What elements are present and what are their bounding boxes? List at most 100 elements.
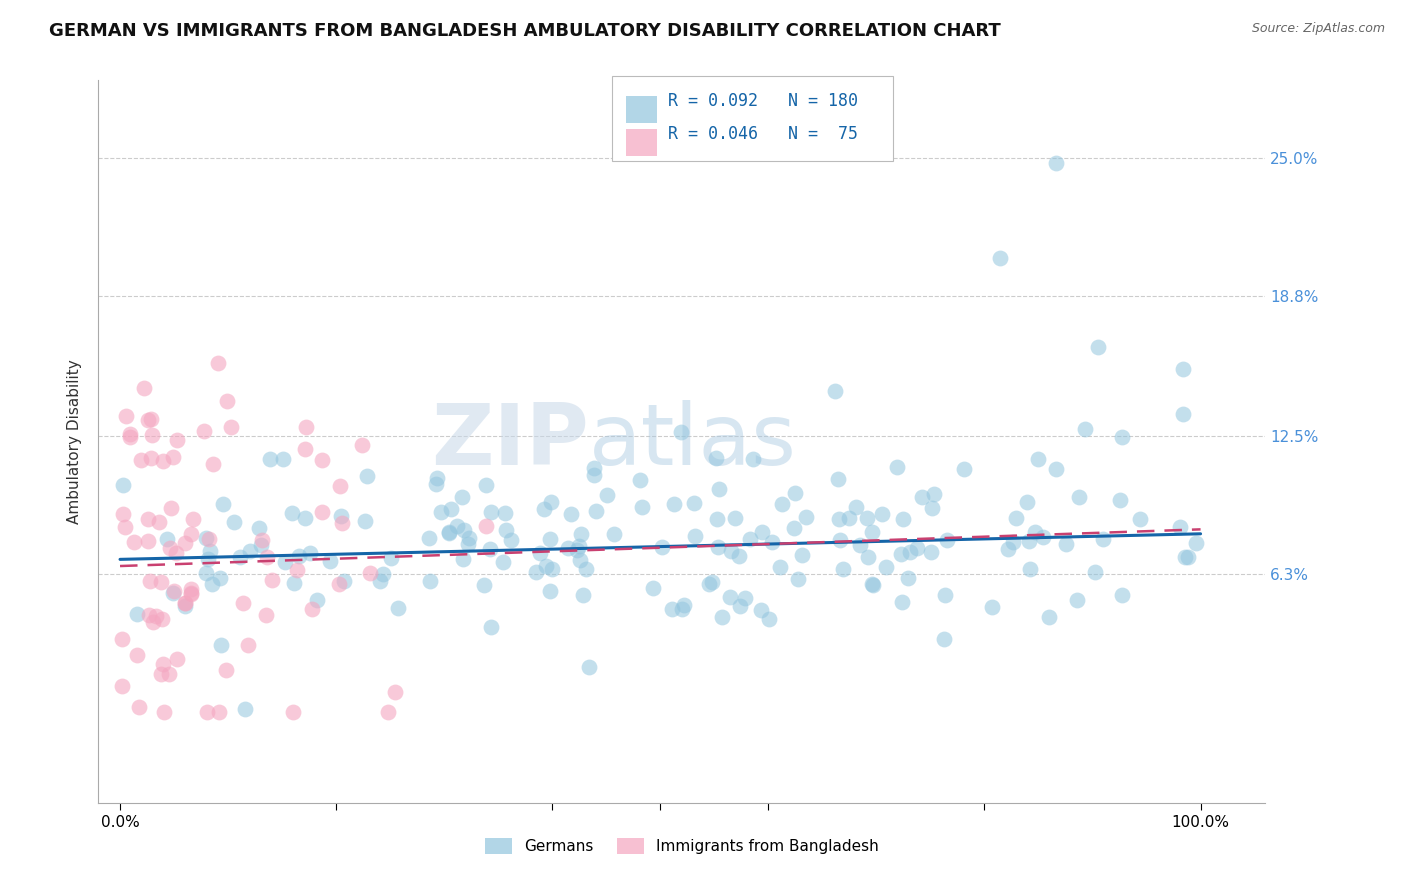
Immigrants from Bangladesh <box>139 574 162 589</box>
Germans <box>704 451 727 466</box>
Germans <box>418 531 440 545</box>
Germans <box>1108 493 1130 508</box>
Germans <box>567 542 589 557</box>
Germans <box>572 588 595 602</box>
Germans <box>437 524 460 539</box>
Germans <box>259 451 281 466</box>
Immigrants from Bangladesh <box>295 420 318 434</box>
Germans <box>860 524 883 539</box>
Germans <box>479 505 502 519</box>
Germans <box>495 523 517 537</box>
Germans <box>783 520 806 534</box>
Immigrants from Bangladesh <box>149 667 172 681</box>
Germans <box>990 251 1012 265</box>
Germans <box>643 582 665 596</box>
Immigrants from Bangladesh <box>127 648 149 663</box>
Germans <box>354 514 377 528</box>
Immigrants from Bangladesh <box>129 453 152 467</box>
Germans <box>1129 512 1152 526</box>
Germans <box>706 511 728 525</box>
Germans <box>201 577 224 591</box>
Germans <box>209 639 232 653</box>
Germans <box>997 541 1019 556</box>
Immigrants from Bangladesh <box>138 607 160 622</box>
Germans <box>1019 561 1042 575</box>
Immigrants from Bangladesh <box>114 409 136 423</box>
Germans <box>664 497 686 511</box>
Immigrants from Bangladesh <box>252 533 274 547</box>
Germans <box>707 482 730 496</box>
Germans <box>212 498 235 512</box>
Immigrants from Bangladesh <box>179 586 201 600</box>
Immigrants from Bangladesh <box>311 452 333 467</box>
Immigrants from Bangladesh <box>193 425 215 439</box>
Immigrants from Bangladesh <box>254 607 277 622</box>
Germans <box>197 551 219 566</box>
Immigrants from Bangladesh <box>285 564 308 578</box>
Germans <box>749 602 772 616</box>
Germans <box>567 539 589 553</box>
Germans <box>860 577 883 591</box>
Germans <box>738 532 761 546</box>
Germans <box>671 425 693 440</box>
Germans <box>953 461 976 475</box>
Germans <box>671 602 693 616</box>
Immigrants from Bangladesh <box>163 584 186 599</box>
Immigrants from Bangladesh <box>124 535 146 549</box>
Germans <box>1015 494 1038 508</box>
Germans <box>430 505 453 519</box>
Germans <box>922 486 945 500</box>
Germans <box>830 533 852 547</box>
Germans <box>540 495 562 509</box>
Immigrants from Bangladesh <box>111 679 134 693</box>
Immigrants from Bangladesh <box>114 520 136 534</box>
Immigrants from Bangladesh <box>301 602 323 616</box>
Germans <box>229 549 252 564</box>
Immigrants from Bangladesh <box>174 596 197 610</box>
Text: ZIP: ZIP <box>430 400 589 483</box>
Immigrants from Bangladesh <box>359 566 381 581</box>
Immigrants from Bangladesh <box>180 582 202 596</box>
Germans <box>935 533 957 547</box>
Immigrants from Bangladesh <box>207 356 229 370</box>
Germans <box>208 571 231 585</box>
Germans <box>718 590 741 604</box>
Germans <box>233 702 256 716</box>
Germans <box>534 558 557 573</box>
Germans <box>1084 565 1107 579</box>
Germans <box>631 500 654 514</box>
Germans <box>533 502 555 516</box>
Germans <box>697 577 720 591</box>
Germans <box>538 583 561 598</box>
Immigrants from Bangladesh <box>174 596 197 610</box>
Germans <box>785 486 807 500</box>
Germans <box>194 566 217 580</box>
Germans <box>1045 155 1067 169</box>
Germans <box>981 599 1004 614</box>
Immigrants from Bangladesh <box>111 632 134 646</box>
Immigrants from Bangladesh <box>111 507 134 521</box>
Immigrants from Bangladesh <box>174 535 197 549</box>
Immigrants from Bangladesh <box>384 685 406 699</box>
Immigrants from Bangladesh <box>120 426 142 441</box>
Germans <box>499 533 522 547</box>
Immigrants from Bangladesh <box>236 638 259 652</box>
Germans <box>582 460 605 475</box>
Germans <box>247 521 270 535</box>
Germans <box>368 574 391 588</box>
Immigrants from Bangladesh <box>134 381 156 395</box>
Germans <box>710 610 733 624</box>
Germans <box>578 660 600 674</box>
Immigrants from Bangladesh <box>256 550 278 565</box>
Germans <box>1092 532 1115 546</box>
Germans <box>1171 362 1194 376</box>
Germans <box>387 601 409 615</box>
Germans <box>585 504 607 518</box>
Immigrants from Bangladesh <box>328 576 350 591</box>
Immigrants from Bangladesh <box>152 454 174 468</box>
Immigrants from Bangladesh <box>139 411 162 425</box>
Germans <box>1018 534 1040 549</box>
Germans <box>1026 452 1049 467</box>
Germans <box>890 595 912 609</box>
Germans <box>451 551 474 566</box>
